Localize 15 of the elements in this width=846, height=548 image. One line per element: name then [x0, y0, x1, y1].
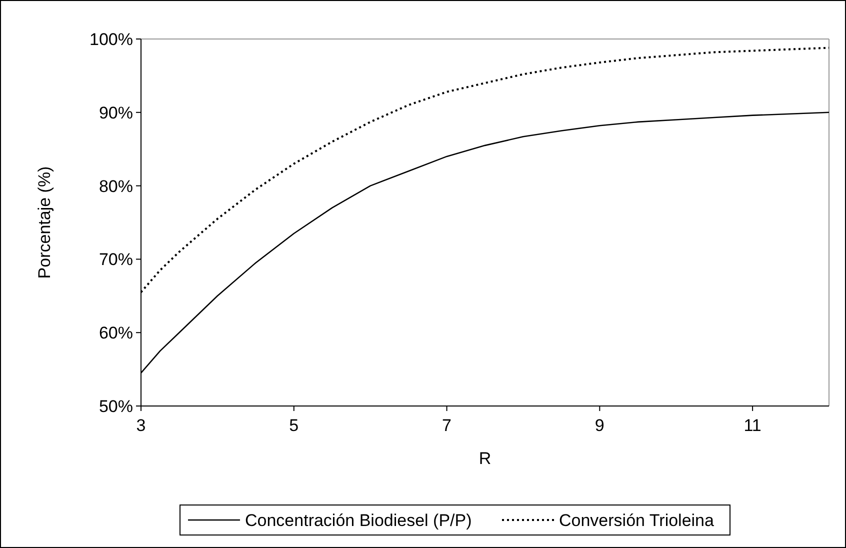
x-tick-label: 3 [136, 416, 146, 435]
legend-label: Conversión Trioleina [559, 510, 715, 530]
legend-label: Concentración Biodiesel (P/P) [245, 510, 472, 530]
x-tick-label: 9 [594, 416, 604, 435]
y-axis-title: Porcentaje (%) [35, 166, 54, 279]
x-tick-label: 7 [442, 416, 452, 435]
x-axis-title: R [478, 449, 492, 468]
y-tick-label: 60% [98, 324, 133, 343]
x-tick-label: 5 [289, 416, 299, 435]
y-tick-label: 80% [98, 176, 133, 196]
y-tick-label: 90% [98, 103, 133, 122]
y-tick-label: 100% [90, 30, 133, 49]
x-tick-label: 11 [744, 416, 762, 435]
y-tick-label: 70% [98, 250, 133, 270]
y-tick-label: 50% [98, 396, 133, 416]
